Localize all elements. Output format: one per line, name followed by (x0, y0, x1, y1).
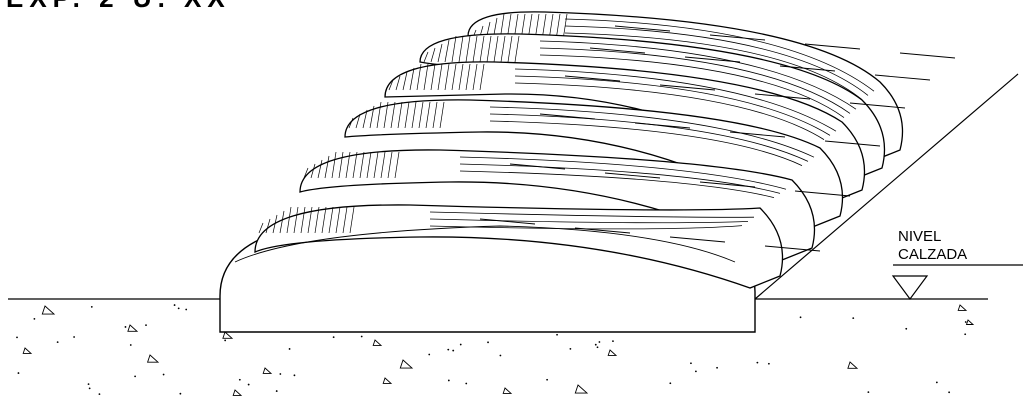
soil-dot (177, 307, 180, 310)
aggregate-triangle-icon (232, 389, 243, 396)
aggregate-triangle-icon (372, 339, 383, 346)
aggregate-triangle-icon (22, 347, 33, 354)
soil-hatching (16, 304, 975, 396)
soil-dot (447, 348, 450, 351)
soil-dot (452, 349, 455, 352)
soil-dot (173, 304, 176, 306)
soil-dot (33, 318, 36, 320)
soil-dot (935, 381, 938, 384)
soil-dot (964, 333, 967, 336)
soil-dot (332, 336, 335, 339)
soil-dot (459, 343, 462, 346)
soil-dot (569, 347, 572, 350)
segment-hatch (303, 151, 400, 179)
segment-hatch (388, 63, 485, 91)
aggregate-triangle-icon (965, 319, 975, 325)
soil-dot (487, 341, 489, 344)
segment-hatch (348, 101, 445, 129)
soil-dot (73, 336, 75, 338)
soil-dot (87, 383, 90, 385)
soil-dot (224, 339, 227, 342)
soil-dot (546, 378, 549, 381)
road-level-marker: NIVEL CALZADA (891, 228, 1023, 301)
soil-dot (716, 366, 718, 369)
soil-dot (852, 317, 855, 320)
soil-dot (594, 343, 597, 346)
aggregate-triangle-icon (222, 331, 234, 339)
tunnel-segment (344, 99, 881, 229)
soil-dot (905, 327, 908, 330)
aggregate-triangle-icon (41, 305, 56, 315)
soil-dot (247, 383, 250, 386)
soil-dot (279, 373, 282, 375)
aggregate-triangle-icon (847, 361, 859, 369)
soil-dot (948, 391, 951, 394)
embankment-slope (754, 73, 1019, 300)
level-label-line2: CALZADA (898, 246, 967, 263)
soil-dot (465, 382, 468, 385)
drawing-title: EXP. 2 U. XX (6, 0, 231, 13)
soil-dot (124, 326, 127, 328)
aggregate-triangle-icon (146, 354, 160, 363)
soil-dot (275, 390, 278, 392)
soil-dot (690, 362, 692, 365)
soil-dot (612, 340, 614, 343)
soil-dot (767, 362, 770, 365)
tunnel-segment (419, 33, 931, 181)
soil-dot (669, 382, 672, 385)
soil-dot (867, 391, 870, 394)
soil-dot (88, 387, 91, 390)
aggregate-triangle-icon (607, 349, 618, 356)
soil-dot (756, 361, 759, 364)
aggregate-triangle-icon (382, 377, 393, 384)
tunnel-segment (299, 149, 851, 261)
soil-dot (556, 333, 558, 336)
soil-dot (288, 348, 291, 350)
soil-dot (16, 336, 18, 339)
aggregate-triangle-icon (127, 324, 139, 332)
soil-dot (17, 372, 20, 374)
soil-dot (238, 378, 241, 381)
soil-dot (98, 393, 101, 396)
soil-dot (134, 375, 137, 378)
aggregate-triangle-icon (502, 387, 513, 394)
soil-dot (499, 354, 502, 357)
soil-dot (129, 344, 132, 346)
tunnel-segment (384, 61, 906, 203)
soil-dot (964, 321, 967, 323)
soil-dot (179, 392, 182, 395)
soil-dot (293, 374, 296, 377)
soil-dot (694, 370, 697, 373)
tunnel-segments (234, 11, 956, 289)
soil-dot (598, 341, 601, 343)
soil-dot (447, 379, 450, 382)
soil-dot (56, 341, 59, 344)
aggregate-triangle-icon (262, 367, 273, 374)
soil-dot (360, 335, 363, 338)
soil-dot (90, 305, 93, 308)
soil-dot (428, 353, 431, 356)
level-label-line1: NIVEL (898, 228, 941, 245)
level-triangle-icon (891, 275, 929, 301)
aggregate-triangle-icon (399, 359, 414, 369)
segment-hatch (258, 206, 355, 234)
soil-dot (162, 373, 165, 376)
segment-hatch (423, 35, 520, 63)
soil-dot (799, 316, 802, 319)
soil-dot (145, 324, 147, 327)
soil-dot (185, 308, 188, 311)
soil-dot (596, 346, 599, 349)
aggregate-triangle-icon (574, 384, 589, 394)
tunnel-segment (254, 204, 821, 289)
aggregate-triangle-icon (957, 304, 968, 311)
